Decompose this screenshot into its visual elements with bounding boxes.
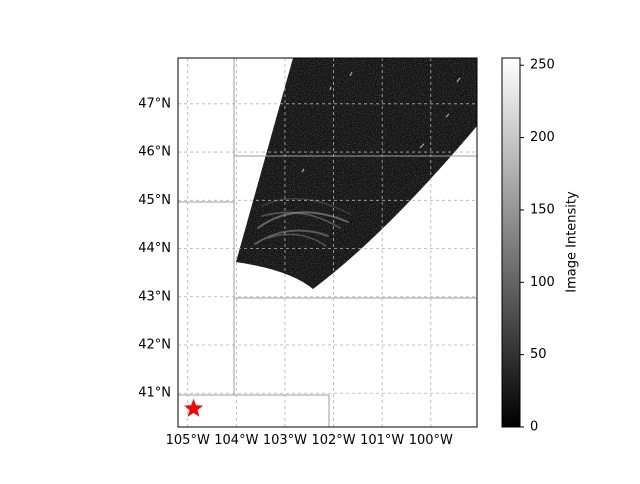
latitude-labels: 41°N 42°N 43°N 44°N 45°N 46°N 47°N [138, 96, 171, 400]
latitude-tick-label: 41°N [138, 386, 171, 401]
latitude-tick-label: 44°N [138, 241, 171, 256]
latitude-tick-label: 47°N [138, 96, 171, 111]
colorbar-tick-label: 150 [530, 202, 555, 217]
colorbar-gradient [501, 57, 521, 428]
arc-features [254, 198, 351, 247]
star-icon [184, 398, 204, 417]
latitude-tick-label: 43°N [138, 289, 171, 304]
map-axes: 41°N42°N43°N44°N45°N46°N47°N 105°W 104°W 1… [138, 57, 478, 448]
longitude-tick-label: 102°W [311, 433, 355, 448]
longitude-tick-label: 105°W [166, 433, 210, 448]
longitude-tick-label: 101°W [360, 433, 404, 448]
latitude-tick-label: 42°N [138, 338, 171, 353]
longitude-labels: 105°W 104°W 103°W 102°W 101°W 100°W [166, 433, 453, 448]
image-swath [236, 58, 477, 289]
bright-streaks [301, 71, 461, 173]
colorbar-tick-label: 0 [530, 420, 538, 435]
colorbar-tick-label: 200 [530, 130, 555, 145]
gridlines [178, 58, 477, 427]
colorbar-tick-label: 50 [530, 347, 547, 362]
colorbar-ticks: 0 50 100 150 200 250 [520, 58, 555, 435]
longitude-tick-label: 104°W [214, 433, 258, 448]
longitude-tick-label: 100°W [409, 433, 453, 448]
longitude-tick-label: 103°W [263, 433, 307, 448]
map-frame [177, 57, 478, 428]
colorbar-tick-label: 100 [530, 275, 555, 290]
colorbar-tick-label: 250 [530, 58, 555, 73]
latitude-tick-label: 46°N [138, 145, 171, 160]
colorbar-label: Image Intensity [565, 191, 580, 293]
colorbar: 0 50 100 150 200 250 Image Intensity [501, 57, 580, 435]
state-boundaries [178, 58, 477, 427]
latitude-tick-label: 45°N [138, 193, 171, 208]
